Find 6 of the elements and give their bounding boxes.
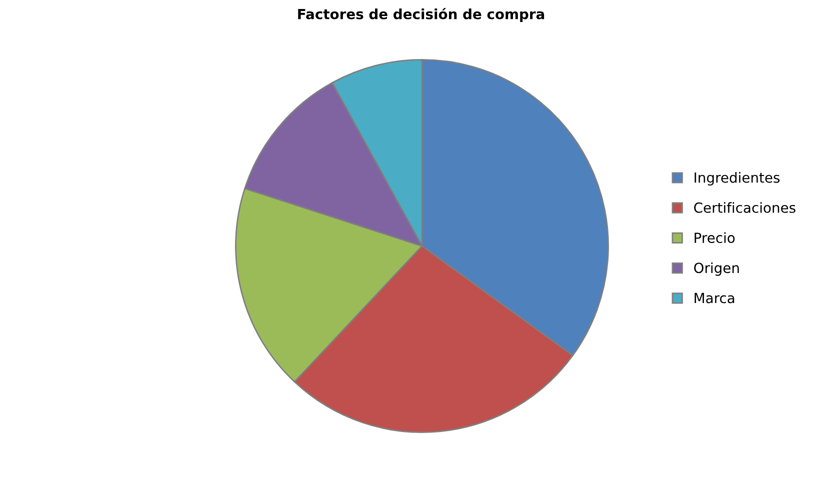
legend-label: Precio (694, 232, 735, 244)
legend-label: Ingredientes (694, 172, 780, 186)
legend-label: Certificaciones (694, 202, 796, 213)
chart-title: Factores de decisión de compra (298, 8, 544, 22)
legend-label: Origen (694, 262, 739, 276)
legend-label: Marca (694, 292, 734, 304)
